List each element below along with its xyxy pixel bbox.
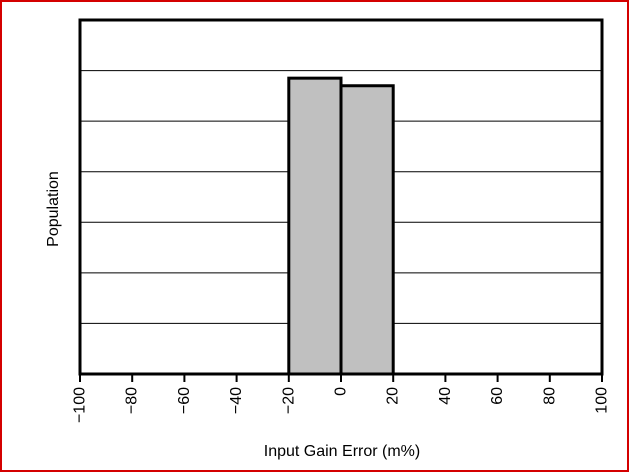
x-axis-tick-labels: −100 −80 −60 −40 −20 0 20 40 60 80 100 <box>72 387 611 423</box>
x-tick-label-1: −80 <box>124 387 141 414</box>
x-axis-label: Input Gain Error (m%) <box>264 443 420 460</box>
x-tick-label-6: 20 <box>385 387 402 405</box>
x-tick-label-10: 100 <box>594 387 611 414</box>
x-tick-label-0: −100 <box>72 387 89 423</box>
x-tick-label-8: 60 <box>489 387 506 405</box>
gridlines <box>80 70 602 324</box>
x-tick-label-3: −40 <box>228 387 245 414</box>
x-tick-label-2: −60 <box>176 387 193 414</box>
histogram-bar-2 <box>339 84 395 376</box>
x-tick-label-4: −20 <box>280 387 297 414</box>
x-tick-label-7: 40 <box>437 387 454 405</box>
y-axis-label: Population <box>45 171 62 247</box>
histogram-bar-1 <box>287 76 343 376</box>
x-tick-label-5: 0 <box>333 387 350 396</box>
x-axis-ticks <box>79 374 603 382</box>
x-tick-label-9: 80 <box>541 387 558 405</box>
histogram-bars <box>287 76 395 376</box>
